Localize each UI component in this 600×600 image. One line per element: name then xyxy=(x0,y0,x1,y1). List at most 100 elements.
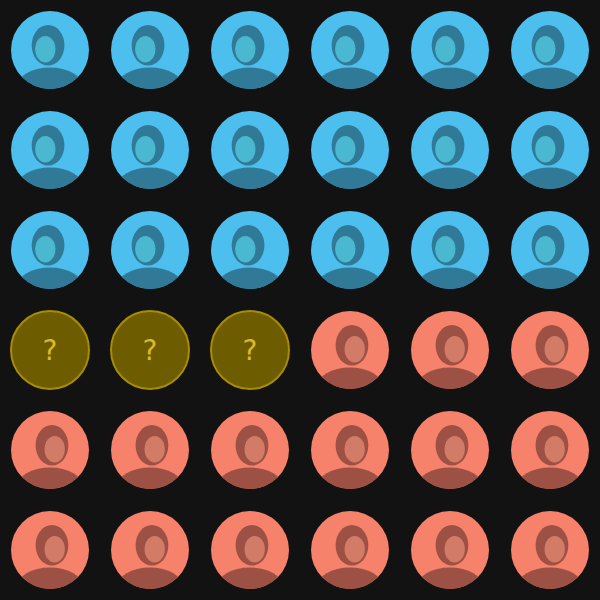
portrait-shoulders xyxy=(17,168,83,207)
portrait xyxy=(117,425,183,507)
portrait-face xyxy=(445,336,465,363)
icon-label: ? xyxy=(243,334,258,367)
portrait xyxy=(117,25,183,107)
portrait-shoulders xyxy=(317,568,383,600)
portrait xyxy=(17,125,83,207)
icon-label: ? xyxy=(143,334,158,367)
portrait xyxy=(517,425,583,507)
portrait xyxy=(517,325,583,407)
waffle-cell xyxy=(311,211,389,307)
portrait xyxy=(317,525,383,600)
portrait-head xyxy=(32,225,65,266)
portrait xyxy=(317,125,383,207)
portrait xyxy=(117,125,183,207)
portrait-face xyxy=(245,436,265,463)
portrait-head xyxy=(136,425,169,466)
waffle-cell xyxy=(411,311,489,407)
portrait xyxy=(217,25,283,107)
portrait-shoulders xyxy=(517,268,583,307)
portrait xyxy=(217,225,283,307)
waffle-cell xyxy=(111,11,189,107)
portrait-face xyxy=(345,336,365,363)
portrait-face xyxy=(145,536,165,563)
portrait-shoulders xyxy=(517,68,583,107)
portrait-head xyxy=(436,325,469,366)
portrait-head xyxy=(36,425,69,466)
portrait-face xyxy=(545,436,565,463)
portrait-face xyxy=(435,136,455,163)
portrait-face xyxy=(235,36,255,63)
waffle-cell xyxy=(11,11,89,107)
portrait-face xyxy=(345,536,365,563)
portrait-shoulders xyxy=(317,168,383,207)
portrait xyxy=(317,25,383,107)
portrait-shoulders xyxy=(417,68,483,107)
portrait-head xyxy=(332,25,365,66)
portrait-head xyxy=(232,125,265,166)
portrait xyxy=(417,125,483,207)
portrait-face xyxy=(35,136,55,163)
portrait-shoulders xyxy=(417,168,483,207)
portrait-shoulders xyxy=(217,268,283,307)
background xyxy=(0,0,600,600)
portrait xyxy=(517,525,583,600)
portrait-shoulders xyxy=(317,468,383,507)
portrait-shoulders xyxy=(217,168,283,207)
portrait-head xyxy=(536,325,569,366)
waffle-cell xyxy=(111,411,189,507)
portrait-shoulders xyxy=(317,268,383,307)
portrait-shoulders xyxy=(517,468,583,507)
portrait-head xyxy=(432,25,465,66)
waffle-cell xyxy=(511,311,589,407)
waffle-cell xyxy=(411,211,489,307)
waffle-cell xyxy=(311,111,389,207)
waffle-cell xyxy=(311,311,389,407)
portrait-face xyxy=(235,136,255,163)
portrait-shoulders xyxy=(417,368,483,407)
portrait-head xyxy=(32,125,65,166)
portrait-head xyxy=(132,125,165,166)
waffle-cell xyxy=(311,511,389,600)
portrait-face xyxy=(535,236,555,263)
portrait xyxy=(317,425,383,507)
portrait-head xyxy=(336,525,369,566)
portrait-head xyxy=(132,225,165,266)
portrait-head xyxy=(332,125,365,166)
waffle-cell xyxy=(511,211,589,307)
portrait-face xyxy=(135,136,155,163)
waffle-cell xyxy=(411,111,489,207)
waffle-icon xyxy=(211,311,289,389)
portrait xyxy=(317,225,383,307)
portrait-face xyxy=(435,236,455,263)
waffle-cell xyxy=(511,111,589,207)
waffle-icon xyxy=(111,311,189,389)
portrait-head xyxy=(136,525,169,566)
portrait xyxy=(117,525,183,600)
portrait xyxy=(17,25,83,107)
portrait-head xyxy=(32,25,65,66)
portrait xyxy=(517,25,583,107)
waffle-cell xyxy=(311,11,389,107)
portrait-face xyxy=(435,36,455,63)
portrait xyxy=(417,25,483,107)
portrait-face xyxy=(35,236,55,263)
portrait-face xyxy=(445,536,465,563)
portrait-head xyxy=(432,225,465,266)
portrait-face xyxy=(335,136,355,163)
portrait-shoulders xyxy=(517,168,583,207)
waffle-cell xyxy=(411,511,489,600)
waffle-cell xyxy=(11,511,89,600)
portrait-shoulders xyxy=(17,568,83,600)
portrait-head xyxy=(36,525,69,566)
portrait-shoulders xyxy=(117,168,183,207)
portrait-head xyxy=(436,525,469,566)
waffle-cell: ? xyxy=(111,311,189,389)
portrait-face xyxy=(545,336,565,363)
portrait xyxy=(417,225,483,307)
portrait-shoulders xyxy=(317,368,383,407)
waffle-cell xyxy=(511,11,589,107)
waffle-cell xyxy=(411,411,489,507)
portrait-face xyxy=(135,36,155,63)
chart: ??? xyxy=(0,0,600,600)
portrait-shoulders xyxy=(417,568,483,600)
